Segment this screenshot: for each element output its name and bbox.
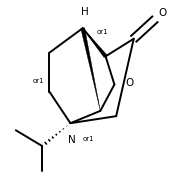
Polygon shape	[81, 28, 100, 111]
Text: H: H	[81, 7, 88, 17]
Text: O: O	[158, 8, 167, 18]
Text: O: O	[125, 78, 133, 88]
Polygon shape	[83, 28, 107, 58]
Text: or1: or1	[83, 136, 94, 142]
Text: or1: or1	[97, 29, 108, 35]
Text: N: N	[68, 135, 76, 145]
Text: or1: or1	[32, 78, 44, 84]
